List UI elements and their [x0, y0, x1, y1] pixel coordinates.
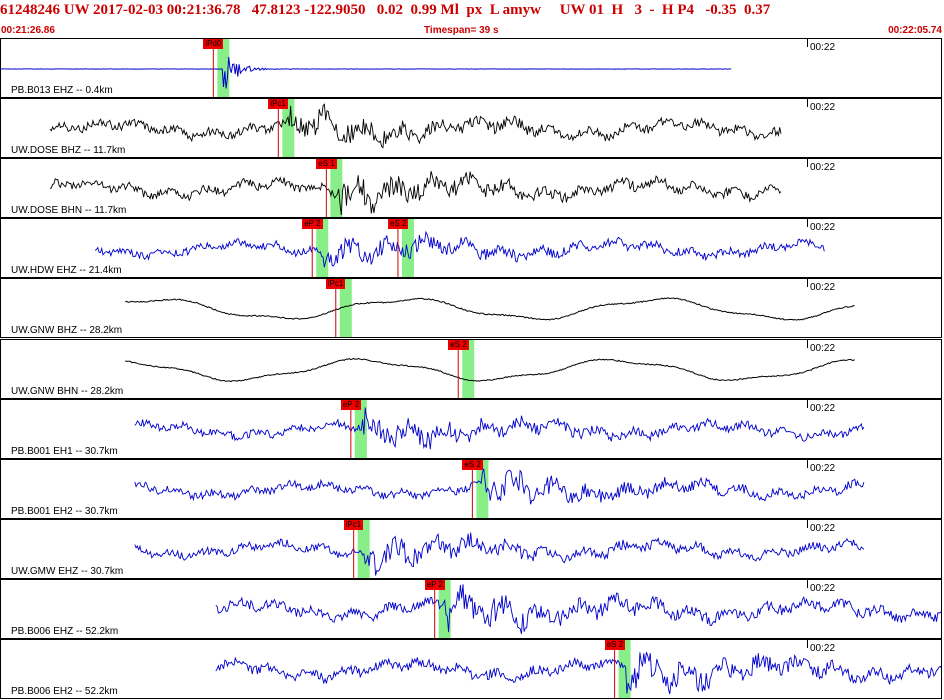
- time-tick-label: 00:22: [810, 42, 836, 53]
- event-summary-title: 61248246 UW 2017-02-03 00:21:36.78 47.81…: [0, 2, 771, 18]
- waveform-plot: [215, 579, 941, 638]
- time-tick: [807, 219, 808, 228]
- pick-tag[interactable]: eP 2: [424, 579, 445, 590]
- time-tick: [807, 39, 808, 47]
- time-tick: [807, 519, 808, 528]
- time-tick-label: 00:22: [810, 102, 836, 114]
- pick-tag[interactable]: iPc1: [268, 99, 288, 110]
- pick-tag[interactable]: iPc1: [325, 279, 346, 290]
- channel-label: PB.B001 EH2 -- 30.7km: [11, 505, 118, 517]
- channel-label: UW.HDW EHZ -- 21.4km: [11, 265, 122, 277]
- seismogram-panels: iPd0 00:22 PB.B013 EHZ -- 0.4km iPc1 00:22 UW…: [0, 38, 944, 700]
- time-tick-label: 00:22: [810, 402, 836, 414]
- waveform-trace: [49, 103, 782, 149]
- seismogram-channel[interactable]: eS 2 00:22 UW.GNW BHN -- 28.2km: [0, 338, 942, 399]
- timespan-label: Timespan= 39 s: [424, 25, 499, 36]
- waveform-trace: [134, 407, 865, 449]
- pick-tag[interactable]: eS 2: [604, 640, 626, 650]
- pick-tag[interactable]: eP 2: [302, 219, 323, 230]
- window-start-time: 00:21:26.86: [1, 25, 55, 36]
- time-tick: [807, 279, 808, 288]
- pick-tag[interactable]: iPc1: [343, 519, 364, 530]
- time-tick-label: 00:22: [810, 643, 836, 654]
- pick-window: [476, 459, 489, 518]
- waveform-trace: [134, 532, 865, 576]
- seismogram-channel[interactable]: iPc1 00:22 UW.GMW EHZ -- 30.7km: [0, 518, 942, 579]
- time-tick-label: 00:22: [810, 462, 836, 474]
- time-tick: [807, 159, 808, 168]
- time-tick: [807, 99, 808, 108]
- waveform-trace: [94, 231, 825, 268]
- pick-tag[interactable]: eS 1: [316, 159, 337, 170]
- waveform-plot: [134, 519, 865, 578]
- time-tick-label: 00:22: [810, 342, 836, 354]
- seismogram-channel[interactable]: iPc1 00:22 UW.DOSE BHZ -- 11.7km: [0, 98, 942, 159]
- channel-label: PB.B006 EH2 -- 52.2km: [11, 686, 118, 697]
- waveform-plot: [1, 39, 732, 97]
- time-tick: [807, 579, 808, 588]
- seismogram-channel[interactable]: eS 2 00:22 PB.B001 EH2 -- 30.7km: [0, 458, 942, 519]
- channel-label: UW.DOSE BHN -- 11.7km: [11, 205, 127, 217]
- channel-label: UW.GNW BHN -- 28.2km: [11, 385, 124, 397]
- time-tick: [807, 640, 808, 648]
- waveform-plot: [94, 219, 825, 278]
- channel-label: UW.GMW EHZ -- 30.7km: [11, 565, 124, 577]
- pick-tag[interactable]: eS 2: [448, 339, 469, 350]
- pick-window: [217, 39, 230, 97]
- window-end-time: 00:22:05.74: [888, 25, 942, 36]
- waveform-trace: [215, 584, 941, 634]
- pick-tag[interactable]: iPd0: [203, 39, 224, 49]
- time-tick: [807, 399, 808, 408]
- seismogram-channel[interactable]: iPd0 00:22 PB.B013 EHZ -- 0.4km: [0, 38, 942, 98]
- waveform-trace: [134, 468, 865, 505]
- pick-tag[interactable]: eP 2: [340, 399, 362, 410]
- channel-label: UW.DOSE BHZ -- 11.7km: [11, 145, 126, 157]
- waveform-plot: [215, 640, 941, 698]
- pick-window: [339, 279, 352, 338]
- time-tick-label: 00:22: [810, 222, 836, 234]
- waveform-trace: [125, 357, 855, 382]
- time-tick-label: 00:22: [810, 522, 836, 534]
- channel-label: PB.B013 EHZ -- 0.4km: [11, 85, 113, 96]
- pick-tag[interactable]: eS 2: [387, 219, 409, 230]
- waveform-plot: [134, 399, 865, 458]
- waveform-trace: [215, 652, 941, 695]
- waveform-trace: [49, 171, 782, 216]
- seismogram-channel[interactable]: eP 2 00:22 PB.B006 EHZ -- 52.2km: [0, 578, 942, 639]
- header-bar: 61248246 UW 2017-02-03 00:21:36.78 47.81…: [0, 0, 944, 38]
- pick-window: [330, 159, 343, 218]
- pick-window: [357, 519, 370, 578]
- time-tick: [807, 339, 808, 348]
- waveform-plot: [49, 159, 782, 218]
- seismogram-channel[interactable]: eS 2 00:22 PB.B006 EH2 -- 52.2km: [0, 639, 942, 699]
- pick-window: [354, 399, 367, 458]
- time-tick-label: 00:22: [810, 582, 836, 594]
- waveform-plot: [134, 459, 865, 518]
- time-tick-label: 00:22: [810, 282, 836, 294]
- time-tick-label: 00:22: [810, 162, 836, 174]
- pick-window: [462, 339, 475, 398]
- seismogram-channel[interactable]: eP 2 00:22 PB.B001 EH1 -- 30.7km: [0, 398, 942, 459]
- seismogram-channel[interactable]: iPc1 00:22 UW.GNW BHZ -- 28.2km: [0, 278, 942, 339]
- waveform-trace: [1, 56, 732, 89]
- seismogram-channel[interactable]: eP 2 eS 2 00:22 UW.HDW EHZ -- 21.4km: [0, 218, 942, 279]
- pick-window: [618, 640, 631, 698]
- waveform-trace: [125, 297, 855, 321]
- waveform-plot: [49, 99, 782, 158]
- channel-label: PB.B006 EHZ -- 52.2km: [11, 625, 119, 637]
- waveform-plot: [125, 279, 855, 338]
- channel-label: UW.GNW BHZ -- 28.2km: [11, 325, 123, 337]
- pick-window: [401, 219, 414, 278]
- channel-label: PB.B001 EH1 -- 30.7km: [11, 445, 118, 457]
- pick-tag[interactable]: eS 2: [462, 459, 483, 470]
- time-tick: [807, 459, 808, 468]
- waveform-plot: [125, 339, 855, 398]
- seismogram-channel[interactable]: eS 1 00:22 UW.DOSE BHN -- 11.7km: [0, 158, 942, 219]
